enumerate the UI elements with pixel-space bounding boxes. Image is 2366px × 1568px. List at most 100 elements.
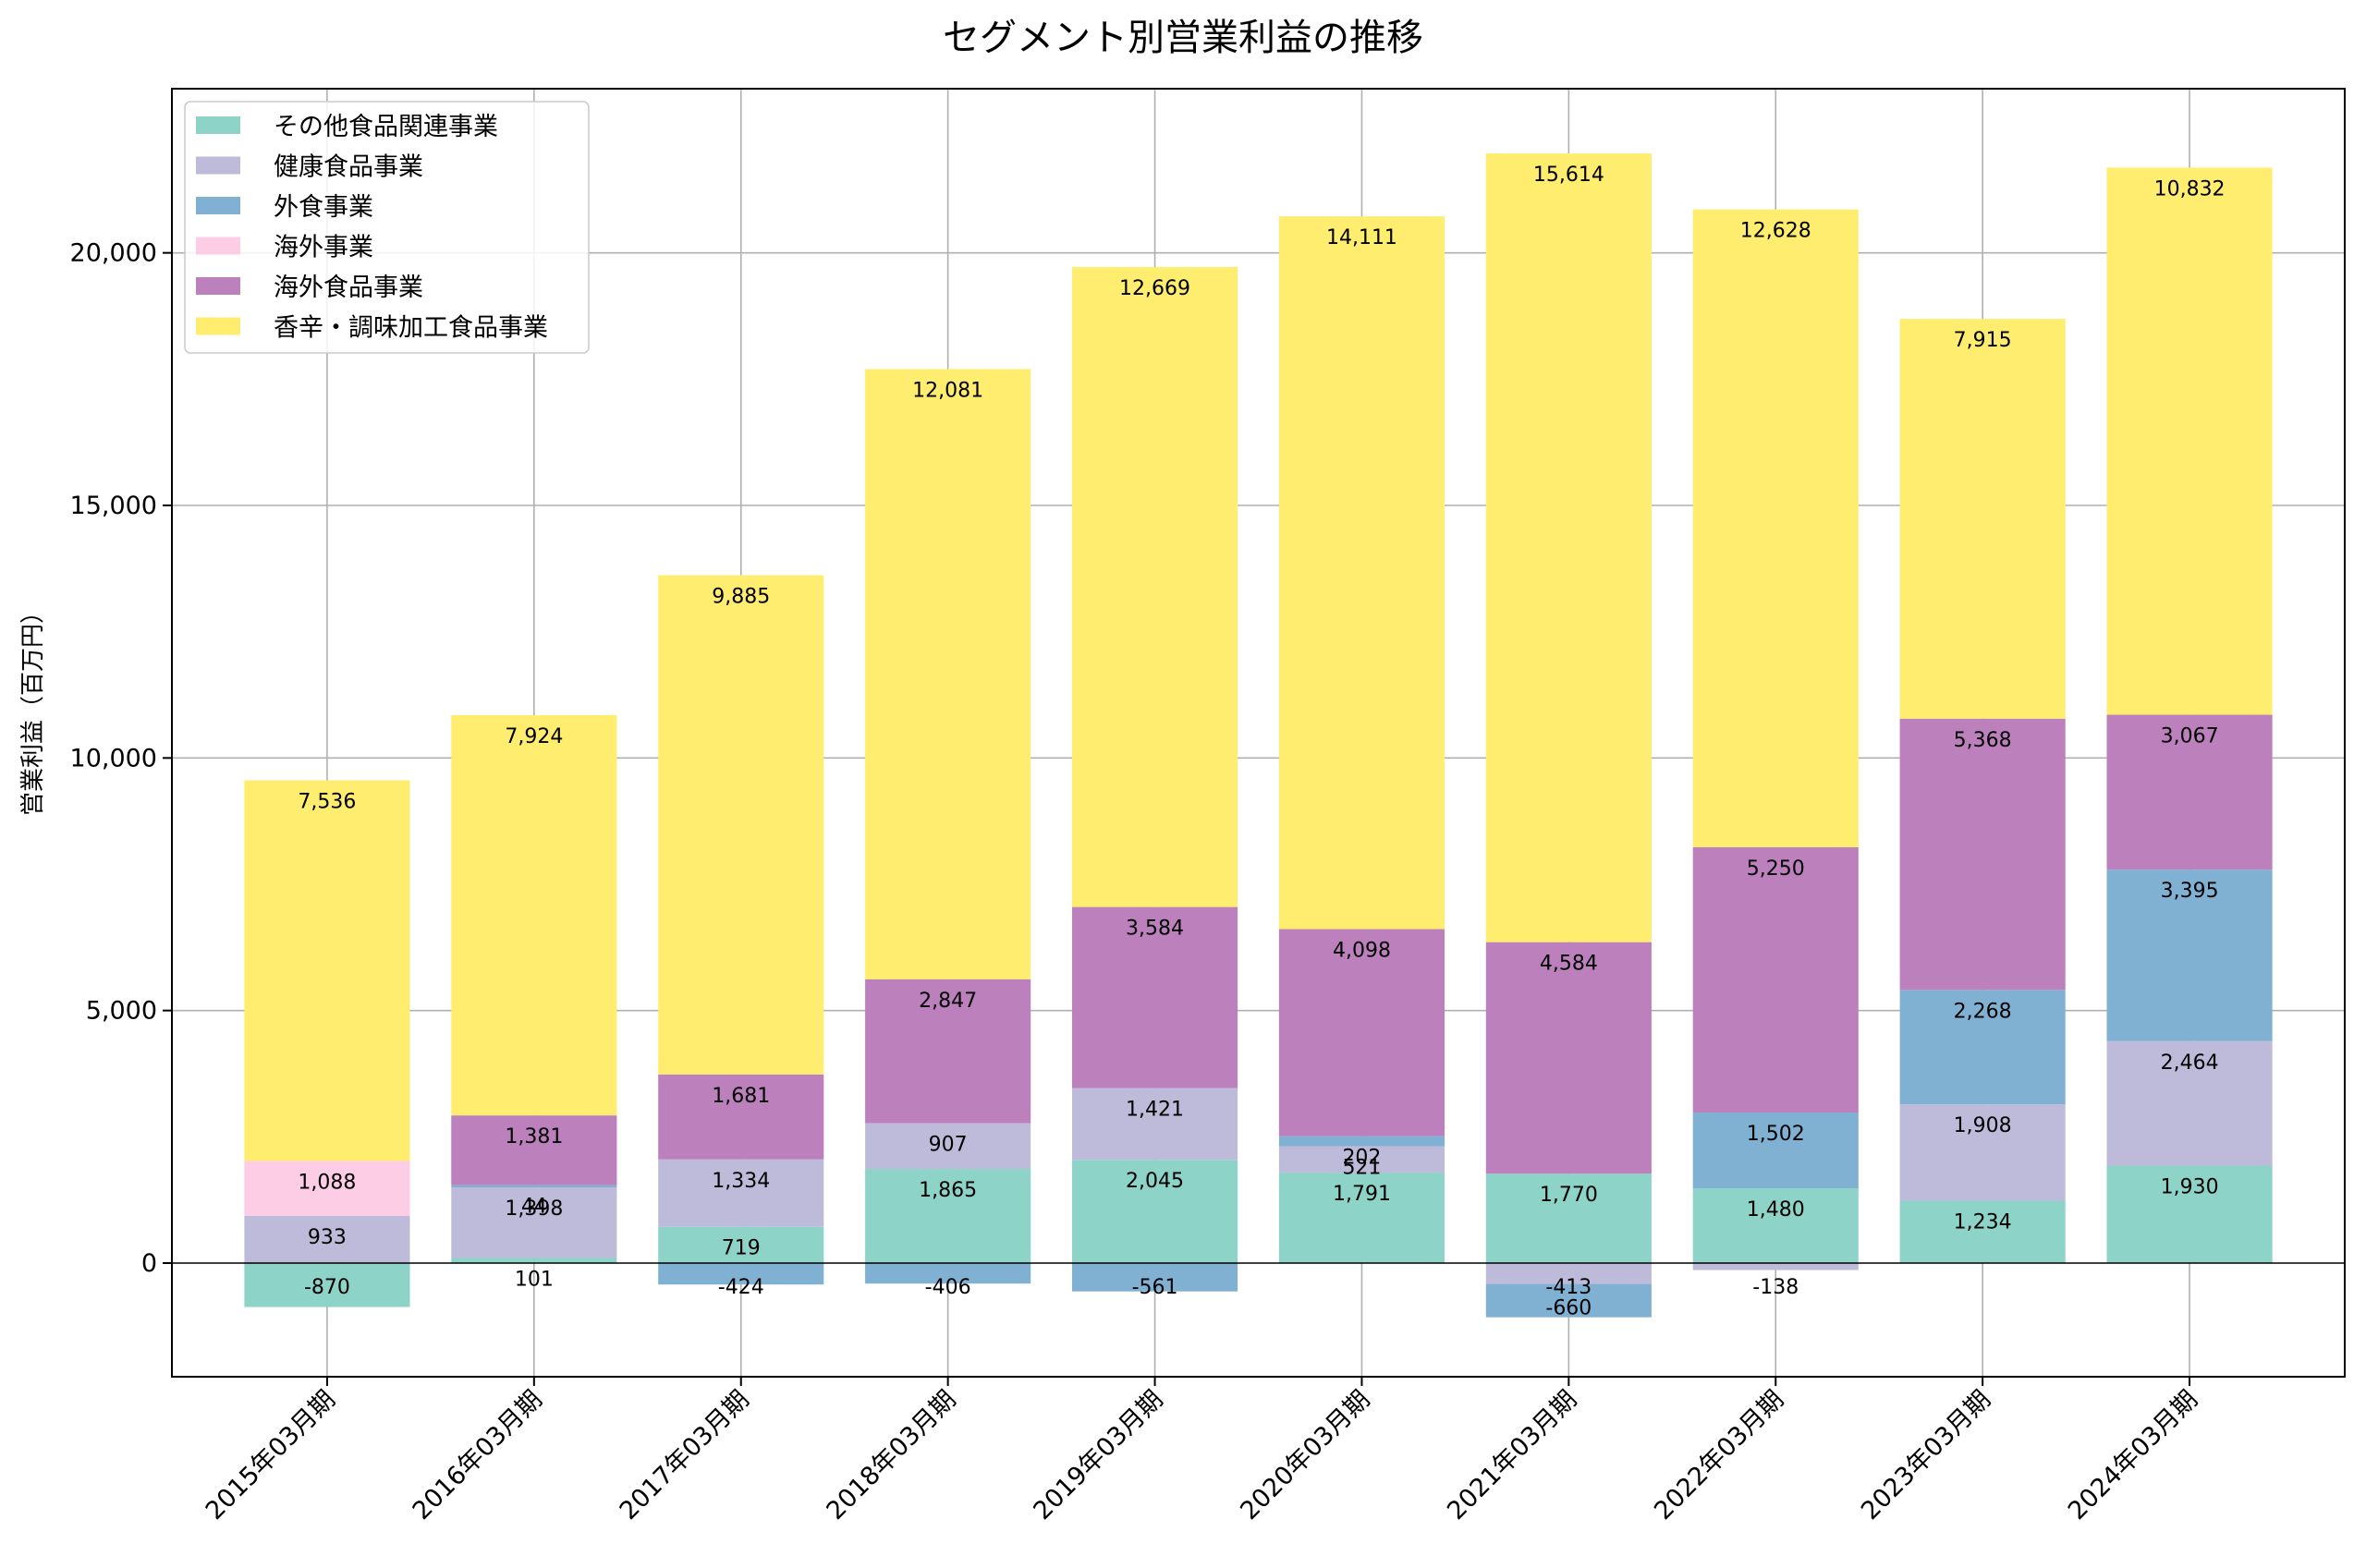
- legend-label: 海外事業: [274, 234, 373, 262]
- bar-value-label: -138: [1752, 1276, 1799, 1299]
- bar-value-label: 1,234: [1954, 1211, 2012, 1234]
- x-tick-label: 2017年03月期: [615, 1385, 755, 1525]
- bar-value-label: -870: [304, 1276, 350, 1299]
- bar-value-label: 2,268: [1954, 1000, 2012, 1023]
- bar-segment: [865, 1263, 1031, 1284]
- legend-swatch: [196, 116, 240, 134]
- bar-labels-layer: -870 101 719 1,865 2,045 1,791 1,770 1,480 1,234…: [298, 164, 2225, 1319]
- bar-value-label: 1,770: [1540, 1184, 1598, 1207]
- bar-value-label: 7,915: [1954, 329, 2012, 352]
- bar-value-label: 5,250: [1747, 857, 1805, 881]
- bar-value-label: 12,669: [1119, 277, 1190, 300]
- bar-value-label: 2,045: [1126, 1170, 1184, 1193]
- bar-value-label: 1,381: [505, 1125, 563, 1149]
- bar-value-label: 44: [521, 1196, 547, 1219]
- bar-segment: [1278, 1136, 1445, 1147]
- bars-layer: [244, 153, 2273, 1318]
- bar-segment: [658, 1159, 824, 1227]
- bar-value-label: 3,395: [2161, 880, 2219, 903]
- bar-value-label: 7,924: [505, 725, 563, 748]
- x-tick-label: 2020年03月期: [1235, 1385, 1375, 1525]
- bar-segment: [1692, 209, 1859, 847]
- x-tick-label: 2016年03月期: [408, 1385, 548, 1525]
- bar-segment: [2106, 1040, 2273, 1166]
- bar-value-label: -561: [1132, 1276, 1178, 1299]
- bar-value-label: 14,111: [1326, 226, 1397, 249]
- bar-segment: [451, 714, 617, 1116]
- bar-value-label: 521: [1342, 1157, 1381, 1180]
- bar-value-label: 1,480: [1747, 1198, 1805, 1222]
- bar-value-label: 1,398: [505, 1197, 563, 1221]
- bar-segment: [1485, 1263, 1652, 1284]
- bar-segment: [451, 1115, 617, 1185]
- bar-segment: [1278, 1173, 1445, 1263]
- bar-value-label: 1,088: [298, 1172, 356, 1195]
- bar-value-label: -406: [925, 1276, 971, 1299]
- bar-segment: [1485, 942, 1652, 1174]
- bar-value-label: 1,791: [1333, 1183, 1391, 1206]
- y-tick-label: 10,000: [70, 744, 157, 772]
- legend-swatch: [196, 197, 240, 214]
- bar-segment: [1899, 1200, 2066, 1263]
- bar-value-label: 15,614: [1533, 164, 1604, 187]
- bar-value-label: 101: [515, 1268, 554, 1291]
- bar-segment: [1899, 319, 2066, 719]
- bar-value-label: 1,502: [1747, 1123, 1805, 1146]
- bar-segment: [865, 978, 1031, 1124]
- bar-value-label: 1,421: [1126, 1099, 1184, 1122]
- bar-segment: [1071, 267, 1238, 907]
- legend-swatch: [196, 317, 240, 335]
- bar-value-label: -660: [1545, 1297, 1592, 1320]
- bar-value-label: 1,681: [712, 1085, 770, 1108]
- x-tick-label: 2019年03月期: [1028, 1385, 1168, 1525]
- bar-value-label: 933: [308, 1226, 347, 1249]
- bar-value-label: 1,930: [2161, 1175, 2219, 1198]
- bar-segment: [244, 1161, 410, 1216]
- bar-segment: [1485, 153, 1652, 942]
- x-tick-label: 2024年03月期: [2063, 1385, 2203, 1525]
- bar-segment: [244, 780, 410, 1161]
- legend-label: 海外食品事業: [274, 273, 423, 302]
- y-axis-label: 営業利益（百万円）: [19, 600, 47, 816]
- bar-value-label: 3,067: [2161, 725, 2219, 748]
- bar-value-label: 3,584: [1126, 918, 1184, 941]
- bar-value-label: 1,334: [712, 1170, 770, 1193]
- bar-segment: [1278, 1146, 1445, 1173]
- x-tick-label: 2022年03月期: [1649, 1385, 1789, 1525]
- bar-value-label: 2,464: [2161, 1051, 2219, 1075]
- bar-segment: [244, 1263, 410, 1307]
- bar-segment: [1899, 718, 2066, 991]
- bar-segment: [865, 1169, 1031, 1263]
- bar-value-label: 719: [722, 1237, 761, 1260]
- bar-segment: [244, 1215, 410, 1263]
- bar-segment: [2106, 714, 2273, 870]
- bar-segment: [451, 1258, 617, 1263]
- legend-swatch: [196, 277, 240, 295]
- bar-segment: [1071, 1088, 1238, 1161]
- bar-segment: [1071, 906, 1238, 1088]
- y-tick-label: 15,000: [70, 492, 157, 520]
- legend-swatch: [196, 156, 240, 175]
- bar-segment: [1485, 1283, 1652, 1318]
- bar-value-label: 10,832: [2154, 177, 2226, 201]
- bar-segment: [865, 369, 1031, 979]
- legend-label: その他食品関連事業: [274, 113, 498, 141]
- bar-segment: [2106, 869, 2273, 1041]
- bar-value-label: 4,584: [1540, 953, 1598, 976]
- bar-value-label: 7,536: [298, 791, 356, 814]
- y-tick-label: 5,000: [86, 997, 157, 1026]
- bar-segment: [1071, 1263, 1238, 1292]
- legend-label: 外食事業: [274, 193, 373, 222]
- y-tick-label: 20,000: [70, 239, 157, 268]
- bar-segment: [658, 1226, 824, 1263]
- bar-value-label: 9,885: [712, 585, 770, 608]
- bar-value-label: 2,847: [919, 990, 977, 1013]
- bar-value-label: 12,628: [1740, 220, 1811, 243]
- bar-value-label: 12,081: [912, 379, 983, 402]
- bar-value-label: 5,368: [1954, 729, 2012, 752]
- bar-segment: [1485, 1173, 1652, 1263]
- plot-frame: [171, 88, 2346, 1378]
